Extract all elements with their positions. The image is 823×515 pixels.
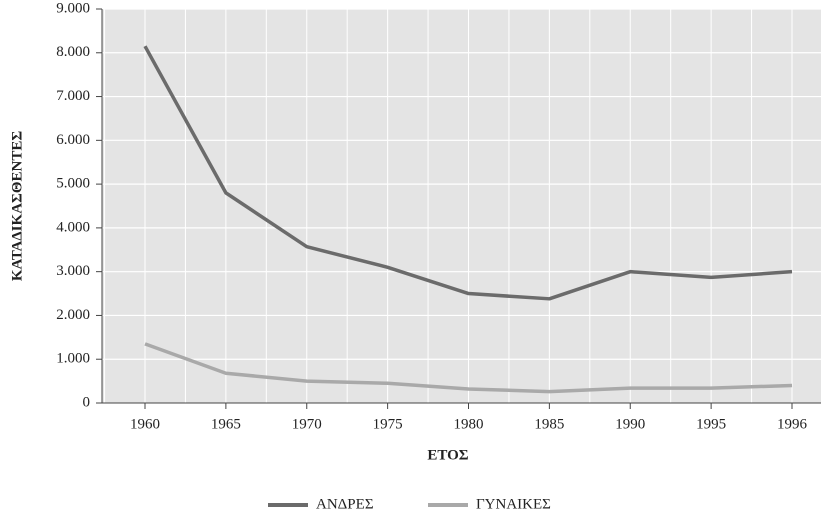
y-tick-label: 2.000 bbox=[56, 307, 90, 323]
x-tick-label: 1980 bbox=[454, 416, 484, 432]
y-tick-label: 8.000 bbox=[56, 44, 90, 60]
x-tick-label: 1990 bbox=[615, 416, 645, 432]
y-tick-label: 4.000 bbox=[56, 219, 90, 235]
y-axis-label: ΚΑΤΑΔΙΚΑΣΘΕΝΤΕΣ bbox=[9, 131, 25, 281]
legend-label: ΑΝΔΡΕΣ bbox=[316, 496, 374, 512]
line-series bbox=[144, 342, 793, 394]
y-tick-label: 0 bbox=[83, 394, 91, 410]
x-tick-label: 1970 bbox=[292, 416, 322, 432]
plot-background bbox=[102, 9, 821, 403]
legend-label: ΓΥΝΑΙΚΕΣ bbox=[476, 496, 551, 512]
x-tick-label: 1985 bbox=[534, 416, 564, 432]
y-tick-label: 3.000 bbox=[56, 263, 90, 279]
x-axis-label: ΕΤΟΣ bbox=[427, 447, 468, 463]
y-tick-label: 5.000 bbox=[56, 176, 90, 192]
y-tick-label: 1.000 bbox=[56, 351, 90, 367]
y-tick-label: 7.000 bbox=[56, 88, 90, 104]
line-series bbox=[143, 45, 793, 301]
y-tick-label: 9.000 bbox=[56, 0, 90, 16]
x-tick-label: 1995 bbox=[696, 416, 726, 432]
x-tick-label: 1960 bbox=[130, 416, 160, 432]
x-tick-label: 1975 bbox=[373, 416, 403, 432]
x-tick-label: 1965 bbox=[211, 416, 241, 432]
y-tick-label: 6.000 bbox=[56, 132, 90, 148]
x-tick-label: 1996 bbox=[777, 416, 808, 432]
